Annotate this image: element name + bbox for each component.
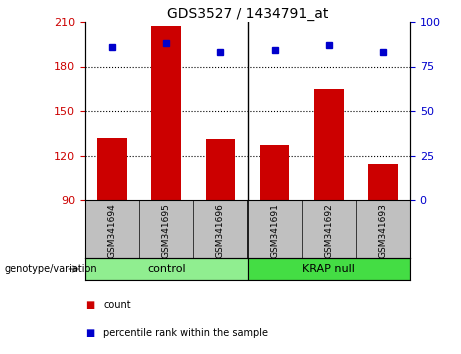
Bar: [368, 164, 398, 200]
Text: ■: ■: [85, 300, 94, 310]
Bar: [97, 138, 127, 200]
Text: GSM341696: GSM341696: [216, 203, 225, 258]
Bar: [314, 89, 343, 200]
Text: percentile rank within the sample: percentile rank within the sample: [103, 328, 268, 338]
Text: genotype/variation: genotype/variation: [5, 264, 97, 274]
Bar: [248, 258, 410, 280]
Text: control: control: [147, 264, 186, 274]
Bar: [206, 139, 235, 200]
Text: GSM341693: GSM341693: [378, 203, 387, 258]
Text: GSM341695: GSM341695: [162, 203, 171, 258]
Text: ■: ■: [85, 328, 94, 338]
Title: GDS3527 / 1434791_at: GDS3527 / 1434791_at: [167, 7, 328, 21]
Text: KRAP null: KRAP null: [302, 264, 355, 274]
Bar: [151, 27, 181, 200]
Text: count: count: [103, 300, 131, 310]
Bar: [85, 258, 248, 280]
Text: GSM341692: GSM341692: [324, 203, 333, 258]
Text: GSM341694: GSM341694: [107, 203, 117, 258]
Bar: [260, 145, 290, 200]
Text: GSM341691: GSM341691: [270, 203, 279, 258]
